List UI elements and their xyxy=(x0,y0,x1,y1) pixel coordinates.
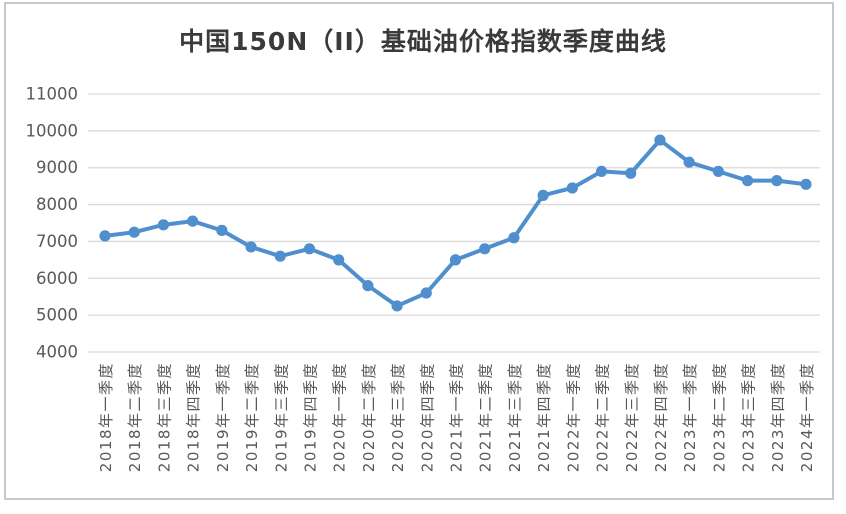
x-axis-tick-label: 2022年三季度 xyxy=(623,362,641,472)
x-axis-tick-label: 2018年四季度 xyxy=(185,362,203,472)
y-axis-tick-label: 10000 xyxy=(26,121,79,140)
data-point-marker xyxy=(216,224,228,236)
x-axis-tick-label: 2020年三季度 xyxy=(389,362,407,472)
data-point-marker xyxy=(420,287,432,299)
data-point-marker xyxy=(187,215,199,227)
data-point-marker xyxy=(479,243,491,255)
x-axis-tick-label: 2020年一季度 xyxy=(331,362,349,472)
x-axis-tick-label: 2018年一季度 xyxy=(97,362,115,472)
data-point-marker xyxy=(741,175,754,187)
data-point-marker xyxy=(625,167,637,179)
data-point-marker xyxy=(362,280,374,292)
x-axis-tick-label: 2022年二季度 xyxy=(594,362,612,472)
data-point-marker xyxy=(712,165,724,177)
x-axis-tick-label: 2019年三季度 xyxy=(272,362,290,472)
data-point-marker xyxy=(157,219,170,231)
x-axis-tick-label: 2020年二季度 xyxy=(360,362,378,472)
y-axis-tick-label: 5000 xyxy=(36,306,78,325)
y-axis-tick-label: 7000 xyxy=(36,232,78,251)
y-axis-tick-label: 4000 xyxy=(36,343,78,362)
x-axis-tick-label: 2019年四季度 xyxy=(301,362,319,472)
data-point-marker xyxy=(683,156,695,168)
data-point-marker xyxy=(800,178,812,190)
x-axis-tick-label: 2019年一季度 xyxy=(214,362,232,472)
x-axis-tick-label: 2022年一季度 xyxy=(564,362,582,472)
data-point-marker xyxy=(245,241,257,253)
chart-panel xyxy=(4,2,834,500)
y-axis-tick-label: 6000 xyxy=(36,269,78,288)
data-point-marker xyxy=(128,226,140,238)
data-point-marker xyxy=(99,230,111,242)
series-line xyxy=(103,138,808,308)
x-axis-tick-label: 2024年一季度 xyxy=(798,362,816,472)
data-point-marker xyxy=(654,134,666,146)
data-point-marker xyxy=(566,182,578,194)
data-point-marker xyxy=(303,243,316,255)
data-point-marker xyxy=(595,165,608,177)
x-axis-tick-label: 2021年一季度 xyxy=(448,362,466,472)
data-point-marker xyxy=(333,254,345,266)
x-axis-tick-label: 2022年四季度 xyxy=(652,362,670,472)
data-point-marker xyxy=(274,250,286,262)
y-axis-tick-label: 9000 xyxy=(36,158,78,177)
data-point-marker xyxy=(508,232,520,244)
x-axis-tick-label: 2018年二季度 xyxy=(126,362,144,472)
x-axis-tick-label: 2023年一季度 xyxy=(681,362,699,472)
x-axis-tick-label: 2021年二季度 xyxy=(477,362,495,472)
x-axis-tick-label: 2021年四季度 xyxy=(535,362,553,472)
x-axis-tick-label: 2018年三季度 xyxy=(155,362,173,472)
data-point-marker xyxy=(391,300,403,312)
y-axis-tick-label: 11000 xyxy=(26,85,79,104)
x-axis-tick-label: 2023年三季度 xyxy=(740,362,758,472)
x-axis-tick-label: 2023年四季度 xyxy=(769,362,787,472)
data-point-marker xyxy=(537,189,549,201)
x-axis-tick-label: 2021年三季度 xyxy=(506,362,524,472)
y-axis-tick-label: 8000 xyxy=(36,195,78,214)
x-axis-tick-label: 2019年二季度 xyxy=(243,362,261,472)
x-axis-tick-label: 2020年四季度 xyxy=(418,362,436,472)
x-axis-tick-label: 2023年二季度 xyxy=(710,362,728,472)
chart-title: 中国150N（II）基础油价格指数季度曲线 xyxy=(179,27,667,56)
data-point-marker xyxy=(449,254,462,266)
data-point-marker xyxy=(771,175,783,187)
